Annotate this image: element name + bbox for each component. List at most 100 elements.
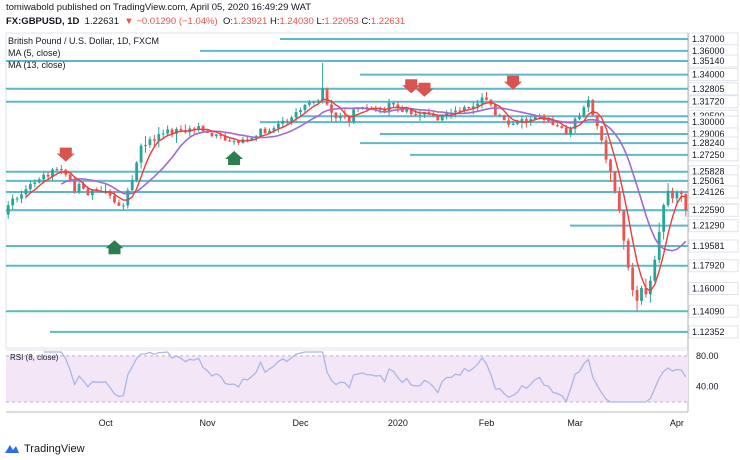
- candle-body: [126, 190, 130, 206]
- candle-body: [334, 112, 338, 119]
- candle-body: [462, 107, 466, 111]
- open-label: O:: [222, 16, 233, 27]
- candle-body: [77, 183, 81, 192]
- candle-body: [290, 117, 294, 122]
- footer-brand: TradingView: [4, 440, 85, 458]
- price-tick-box: [688, 185, 739, 199]
- candle-body: [392, 103, 395, 105]
- time-tick-label: Mar: [567, 418, 583, 428]
- candle-body: [338, 115, 342, 119]
- candle-body: [223, 135, 227, 141]
- price-tick-label: 1.34000: [692, 70, 725, 80]
- candle-body: [228, 140, 232, 142]
- legend-title: British Pound / U.S. Dollar, 1D, FXCM: [8, 36, 160, 46]
- candle-body: [307, 102, 311, 105]
- candle-body: [73, 180, 77, 192]
- candle-body: [600, 126, 604, 141]
- rsi-tick-label: 80.00: [696, 351, 719, 361]
- candle-body: [170, 129, 174, 134]
- candle-body: [485, 97, 488, 100]
- candle-body: [591, 100, 595, 116]
- candle-body: [33, 182, 37, 185]
- candle-body: [555, 125, 559, 127]
- candle-body: [15, 198, 19, 200]
- candle-body: [46, 174, 50, 177]
- chart-header: tomiwabold published on TradingView.com,…: [0, 0, 740, 32]
- candle-body: [263, 128, 267, 134]
- candle-body: [586, 100, 590, 108]
- price-tick-box: [688, 282, 739, 296]
- price-tick-label: 1.14090: [692, 306, 725, 316]
- candle-body: [24, 189, 28, 195]
- candle-body: [414, 114, 418, 116]
- candle-body: [130, 180, 134, 191]
- candle-body: [237, 141, 240, 143]
- candle-body: [121, 205, 125, 207]
- price-tick-box: [688, 54, 739, 68]
- candle-body: [232, 141, 236, 143]
- candle-body: [666, 190, 670, 206]
- buy-arrow-icon: [105, 240, 124, 255]
- candle-body: [662, 205, 666, 232]
- time-tick-label: Dec: [292, 418, 309, 428]
- candle-body: [679, 192, 683, 195]
- candle-body: [631, 267, 635, 291]
- candle-body: [20, 194, 23, 199]
- candle-body: [157, 134, 161, 141]
- candle-body: [285, 120, 289, 122]
- close-value: 1.22631: [370, 16, 406, 27]
- time-tick-label: Apr: [670, 418, 684, 428]
- candle-body: [418, 114, 422, 116]
- time-tick-label: Nov: [199, 418, 216, 428]
- candle-body: [192, 128, 196, 130]
- tradingview-logo-icon: [5, 445, 19, 453]
- candle-body: [347, 116, 351, 122]
- price-tick-label: 1.36000: [692, 46, 725, 56]
- candle-body: [294, 112, 298, 118]
- candle-body: [648, 280, 652, 295]
- candle-body: [569, 128, 573, 135]
- candle-body: [11, 198, 15, 206]
- price-change: ▼ −0.01290 (−1.04%): [124, 16, 218, 27]
- candle-body: [214, 134, 218, 137]
- price-tick-box: [688, 304, 739, 318]
- candle-body: [365, 107, 369, 109]
- price-tick-label: 1.25061: [692, 176, 725, 186]
- candle-body: [210, 132, 214, 137]
- candle-body: [281, 120, 285, 124]
- footer-brand-label: TradingView: [24, 443, 85, 455]
- publish-info: tomiwabold published on TradingView.com,…: [6, 2, 312, 13]
- legend-ma13: MA (13, close): [8, 60, 66, 70]
- sell-arrow-icon: [402, 79, 421, 94]
- candle-body: [440, 114, 444, 121]
- candle-body: [245, 139, 249, 141]
- low-label: L:: [316, 16, 325, 27]
- price-tick-label: 1.21290: [692, 221, 725, 231]
- candle-body: [480, 97, 484, 104]
- candle-body: [524, 119, 528, 122]
- price-tick-label: 1.28240: [692, 138, 725, 148]
- candle-body: [272, 128, 276, 131]
- candle-body: [166, 129, 170, 134]
- candle-body: [113, 195, 116, 203]
- candle-body: [95, 190, 99, 192]
- last-price: 1.22631: [84, 16, 119, 27]
- legend-ma5: MA (5, close): [8, 48, 61, 58]
- price-tick-label: 1.25828: [692, 167, 725, 177]
- candle-body: [219, 134, 223, 136]
- open-value: 1.23921: [232, 16, 268, 27]
- time-tick-label: 2020: [388, 418, 408, 428]
- price-tick-label: 1.24126: [692, 187, 725, 197]
- candle-body: [6, 205, 10, 215]
- candle-body: [378, 108, 382, 110]
- price-tick-label: 1.19581: [692, 241, 725, 251]
- price-tick-label: 1.30000: [692, 117, 725, 127]
- candle-body: [396, 104, 400, 109]
- candle-body: [250, 138, 254, 140]
- price-tick-box: [688, 95, 739, 109]
- candle-body: [529, 119, 533, 122]
- sell-arrow-icon: [56, 147, 75, 162]
- candle-body: [551, 120, 555, 126]
- candle-body: [42, 174, 46, 180]
